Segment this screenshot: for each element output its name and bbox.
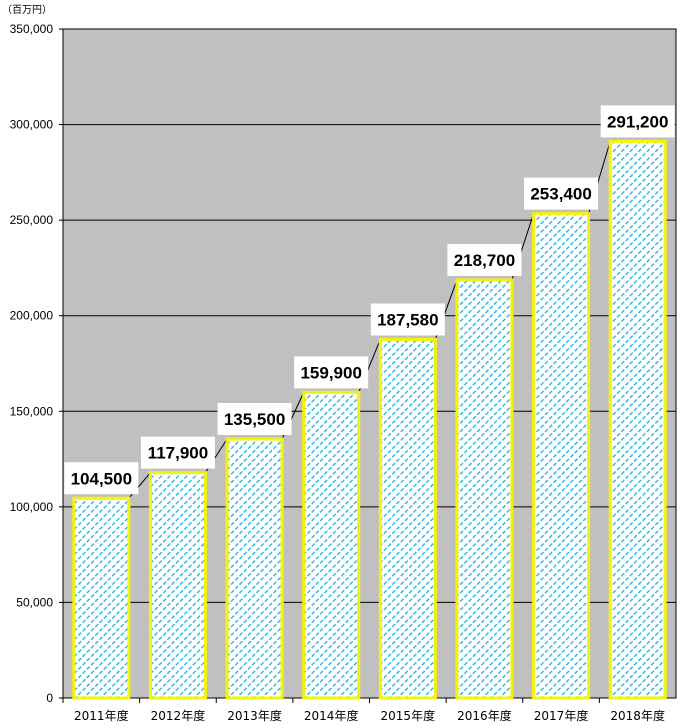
data-label: 187,580 [377, 310, 438, 329]
bar [608, 139, 667, 700]
bar [148, 471, 207, 700]
data-label: 104,500 [71, 469, 132, 488]
data-label-box [370, 303, 445, 336]
y-tick-label: 0 [46, 691, 53, 705]
x-tick-label: 2016年度 [457, 708, 512, 723]
x-tick-label: 2015年度 [381, 708, 436, 723]
x-tick-label: 2012年度 [151, 708, 206, 723]
bar [455, 278, 514, 700]
data-labels: 104,500 117,900 135,500 159,900 187,580 218,7… [64, 105, 675, 495]
data-label-box [524, 177, 599, 210]
y-tick-label: 200,000 [10, 309, 54, 323]
y-tick-label: 250,000 [10, 213, 54, 227]
bar [302, 390, 361, 700]
bars [72, 139, 667, 700]
data-label-box [64, 462, 139, 495]
x-tick-label: 2014年度 [304, 708, 359, 723]
x-tick-label: 2011年度 [74, 708, 129, 723]
y-tick-label: 300,000 [10, 118, 54, 132]
data-label: 253,400 [530, 185, 591, 204]
x-tick-label: 2017年度 [534, 708, 589, 723]
y-axis-ticks: 0 50,000 100,000 150,000 200,000 250,000 300,0… [10, 22, 63, 705]
data-label: 159,900 [300, 363, 361, 382]
bar [532, 212, 591, 700]
data-label-box [600, 105, 675, 138]
data-label: 117,900 [148, 444, 209, 463]
x-tick-label: 2013年度 [227, 708, 282, 723]
data-label-box [294, 356, 369, 389]
bar [378, 337, 437, 700]
x-axis-labels: 2011年度 2012年度 2013年度 2014年度 2015年度 2016年度 2017… [62, 698, 665, 723]
x-tick-label: 2018年度 [610, 708, 665, 723]
y-tick-label: 150,000 [10, 404, 54, 418]
y-tick-label: 100,000 [10, 500, 54, 514]
data-label: 291,200 [607, 112, 668, 131]
data-label-box [140, 436, 215, 469]
y-tick-label: 350,000 [10, 22, 54, 36]
data-label-box [447, 243, 522, 276]
data-label: 135,500 [224, 410, 285, 429]
bar [225, 437, 284, 700]
y-tick-label: 50,000 [16, 595, 53, 609]
data-label: 218,700 [454, 251, 515, 270]
data-label-box [217, 403, 292, 436]
y-axis-unit-label: （百万円） [2, 4, 52, 16]
bar [72, 496, 131, 700]
